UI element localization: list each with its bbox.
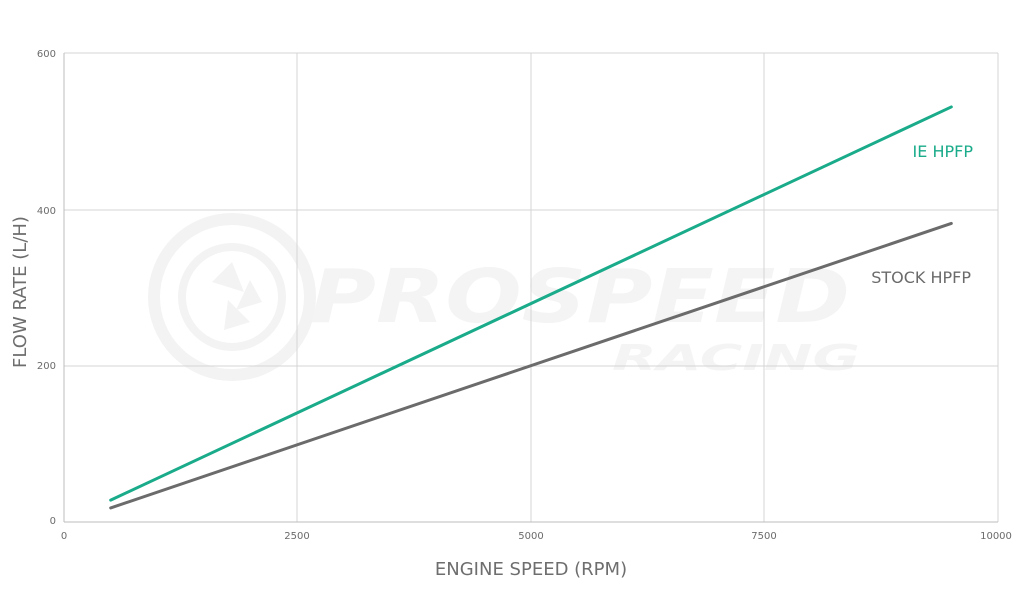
- series-label-stock-hpfp: STOCK HPFP: [871, 268, 971, 287]
- x-tick-label: 0: [61, 531, 67, 542]
- x-axis-title: ENGINE SPEED (RPM): [435, 559, 627, 580]
- x-tick-label: 7500: [751, 531, 776, 542]
- y-tick-label: 400: [37, 206, 56, 217]
- watermark-subtext: RACING: [612, 338, 860, 379]
- series-line-stock-hpfp: [109, 221, 953, 510]
- series-lines: [109, 105, 953, 510]
- watermark: PROSPEED RACING: [148, 213, 860, 381]
- x-tick-labels: 0 2500 5000 7500 10000: [61, 531, 1012, 542]
- grid: [64, 52, 999, 522]
- turbo-logo-icon: [148, 213, 316, 381]
- x-tick-label: 5000: [518, 531, 543, 542]
- watermark-text: PROSPEED: [310, 254, 850, 340]
- x-tick-label: 10000: [980, 531, 1012, 542]
- y-tick-label: 200: [37, 361, 56, 372]
- y-tick-label: 600: [37, 49, 56, 60]
- y-axis-title: FLOW RATE (L/H): [10, 216, 31, 368]
- y-tick-label: 0: [50, 516, 56, 527]
- x-tick-label: 2500: [284, 531, 309, 542]
- series-label-ie-hpfp: IE HPFP: [913, 142, 974, 161]
- series-line-ie-hpfp: [109, 105, 953, 502]
- y-tick-labels: 0 200 400 600: [37, 49, 56, 527]
